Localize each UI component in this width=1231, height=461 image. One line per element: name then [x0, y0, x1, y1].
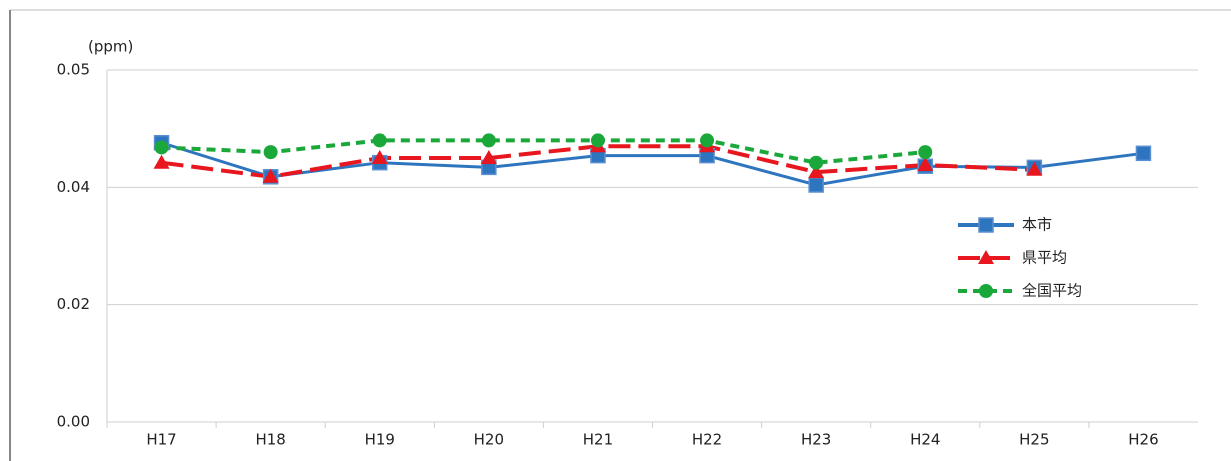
data-point	[372, 133, 387, 148]
x-tick-label: H23	[801, 431, 831, 449]
legend-marker	[978, 250, 994, 264]
data-point	[371, 150, 388, 164]
x-tick-label: H20	[474, 431, 504, 449]
legend-label: 本市	[1022, 216, 1052, 234]
x-tick-label: H24	[910, 431, 940, 449]
data-point	[917, 157, 934, 172]
data-point	[590, 133, 605, 148]
data-point	[154, 140, 169, 155]
legend-label: 全国平均	[1022, 282, 1082, 300]
data-point	[918, 145, 933, 160]
y-tick-label: 0.04	[57, 178, 90, 196]
x-tick-label: H21	[583, 431, 613, 449]
x-tick-label: H25	[1019, 431, 1049, 449]
data-point	[809, 155, 824, 170]
legend-marker	[979, 284, 993, 298]
y-tick-label: 0.00	[57, 413, 90, 431]
series-line	[161, 141, 1144, 187]
x-tick-label: H17	[146, 431, 176, 449]
data-point	[153, 154, 170, 169]
data-point	[480, 150, 497, 164]
x-tick-label: H26	[1128, 431, 1158, 449]
x-tick-label: H19	[365, 431, 395, 449]
data-point	[700, 133, 715, 148]
data-point	[262, 168, 279, 183]
data-point	[1135, 145, 1152, 162]
data-point	[808, 177, 824, 193]
x-tick-label: H22	[692, 431, 722, 449]
y-axis-label: (ppm)	[88, 38, 133, 56]
x-tick-label: H18	[255, 431, 285, 449]
y-tick-label: 0.02	[57, 295, 90, 313]
data-point	[263, 145, 278, 160]
data-point	[1026, 161, 1043, 176]
legend-label: 県平均	[1022, 249, 1067, 267]
y-tick-label: 0.05	[57, 61, 90, 79]
data-point	[808, 164, 825, 179]
series-line	[161, 138, 926, 165]
legend-marker	[978, 217, 994, 233]
data-point	[481, 133, 496, 148]
